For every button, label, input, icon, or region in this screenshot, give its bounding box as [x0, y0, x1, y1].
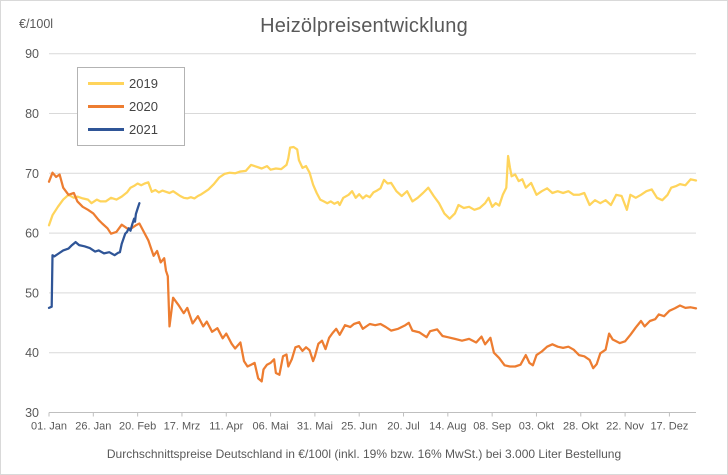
legend-swatch-2020: [88, 105, 124, 108]
x-tick-label: 26. Jan: [75, 421, 111, 433]
x-tick-label: 17. Mrz: [164, 421, 201, 433]
y-tick-label-60: 60: [25, 227, 39, 241]
legend-item-2019[interactable]: 2019: [88, 76, 184, 91]
series-line-2021: [47, 202, 141, 310]
x-tick-label: 28. Okt: [563, 421, 598, 433]
x-tick-label: 11. Apr: [209, 421, 243, 433]
series-line-2019: [47, 145, 698, 227]
legend-label-2020: 2020: [129, 99, 158, 114]
y-tick-label-90: 90: [25, 47, 39, 61]
legend-item-2020[interactable]: 2020: [88, 99, 184, 114]
legend-label-2019: 2019: [129, 76, 158, 91]
x-tick-label: 22. Nov: [606, 421, 644, 433]
legend: 2019 2020 2021: [77, 67, 185, 146]
x-tick-label: 06. Mai: [253, 421, 289, 433]
legend-item-2021[interactable]: 2021: [88, 122, 184, 137]
x-tick-label: 20. Jul: [387, 421, 419, 433]
x-tick-label: 25. Jun: [341, 421, 377, 433]
y-tick-label-80: 80: [25, 107, 39, 121]
y-tick-label-30: 30: [25, 406, 39, 420]
x-tick-label: 01. Jan: [31, 421, 67, 433]
x-tick-label: 31. Mai: [297, 421, 333, 433]
y-tick-label-50: 50: [25, 286, 39, 300]
x-tick-label: 20. Feb: [119, 421, 156, 433]
y-tick-label-70: 70: [25, 167, 39, 181]
footer-caption: Durchschnittspreise Deutschland in €/100…: [106, 447, 622, 461]
chart-title: Heizölpreisentwicklung: [260, 15, 468, 37]
y-axis-unit-label: €/100l: [19, 17, 54, 31]
legend-label-2021: 2021: [129, 122, 158, 137]
y-tick-label-40: 40: [25, 346, 39, 360]
legend-swatch-2021: [88, 128, 124, 131]
x-tick-label: 17. Dez: [650, 421, 688, 433]
legend-swatch-2019: [88, 82, 124, 85]
x-tick-label: 14. Aug: [429, 421, 466, 433]
series-line-2020: [47, 171, 698, 383]
x-tick-label: 03. Okt: [519, 421, 554, 433]
x-tick-label: 08. Sep: [473, 421, 511, 433]
